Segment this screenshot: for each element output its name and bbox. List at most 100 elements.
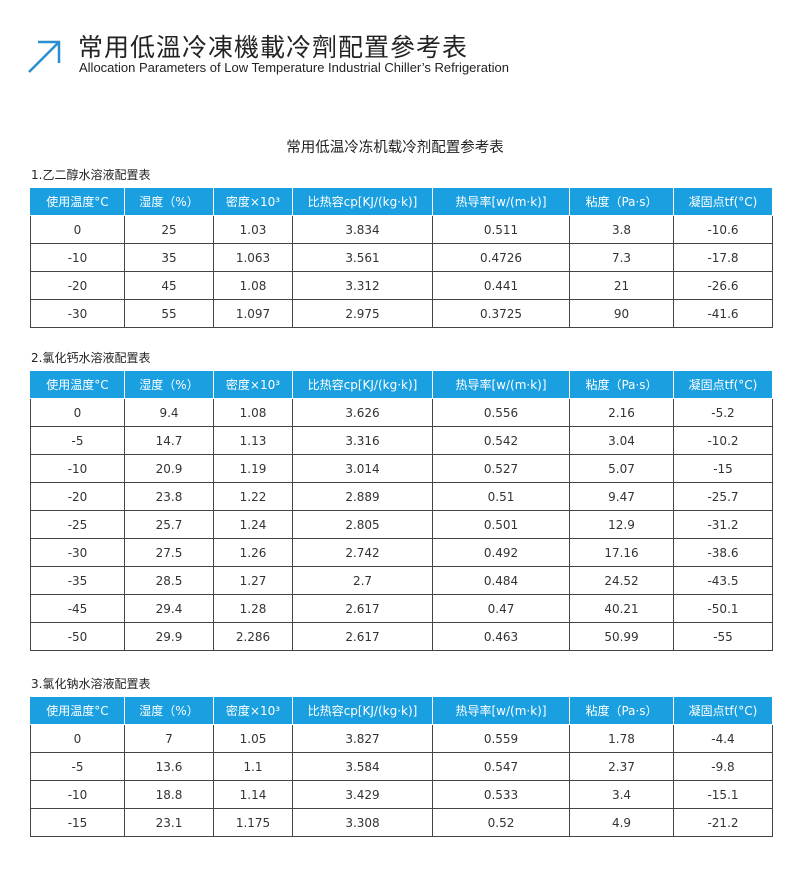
table-row: -20 23.8 1.22 2.889 0.51 9.47 -25.7 [30, 482, 773, 511]
table-cell: -10 [30, 780, 125, 809]
column-header: 比热容cp[KJ/(kg·k)] [292, 370, 433, 399]
table-cell: -31.2 [673, 510, 773, 539]
column-header: 凝固点tf(°C) [673, 187, 773, 216]
table-cell: 2.286 [213, 622, 293, 651]
column-header: 密度×10³ [213, 696, 293, 725]
table-cell: 7 [124, 724, 214, 753]
table-cell: -4.4 [673, 724, 773, 753]
table-row: -5 14.7 1.13 3.316 0.542 3.04 -10.2 [30, 426, 773, 455]
column-header: 湿度（%） [124, 696, 214, 725]
column-header: 使用温度°C [30, 696, 125, 725]
table-cell: 17.16 [569, 538, 674, 567]
column-header: 使用温度°C [30, 370, 125, 399]
table-cell: 24.52 [569, 566, 674, 595]
column-header: 热导率[w/(m·k)] [432, 187, 570, 216]
table-cell: 1.08 [213, 398, 293, 427]
table-header-row: 使用温度°C 湿度（%） 密度×10³ 比热容cp[KJ/(kg·k)] 热导率[w/(… [30, 696, 773, 725]
column-header: 密度×10³ [213, 370, 293, 399]
table-row: -10 18.8 1.14 3.429 0.533 3.4 -15.1 [30, 780, 773, 809]
section-title: 1.乙二醇水溶液配置表 [31, 168, 151, 182]
table-cell: 0.501 [432, 510, 570, 539]
table-cell: 9.4 [124, 398, 214, 427]
table-cell: 9.47 [569, 482, 674, 511]
table-cell: -21.2 [673, 808, 773, 837]
table-cell: -10.2 [673, 426, 773, 455]
table-cell: -15.1 [673, 780, 773, 809]
table-cell: -20 [30, 271, 125, 300]
table-cell: 3.4 [569, 780, 674, 809]
table-cell: 14.7 [124, 426, 214, 455]
table-cell: -26.6 [673, 271, 773, 300]
table-cell: 0 [30, 215, 125, 244]
table-cell: 13.6 [124, 752, 214, 781]
table-cell: 50.99 [569, 622, 674, 651]
table-cell: 18.8 [124, 780, 214, 809]
table-cell: 27.5 [124, 538, 214, 567]
table-cell: -5 [30, 426, 125, 455]
table-cell: 3.626 [292, 398, 433, 427]
column-header: 使用温度°C [30, 187, 125, 216]
table-cell: 21 [569, 271, 674, 300]
table-cell: -43.5 [673, 566, 773, 595]
page-title: 常用低溫冷凍機載冷劑配置參考表 [78, 33, 469, 62]
table-cell: 0 [30, 724, 125, 753]
table-cell: 2.617 [292, 622, 433, 651]
table-cell: 0.542 [432, 426, 570, 455]
table-row: 0 25 1.03 3.834 0.511 3.8 -10.6 [30, 215, 773, 244]
table-cell: 0.3725 [432, 299, 570, 328]
arrow-up-right-icon [28, 40, 61, 73]
table-cell: 0.559 [432, 724, 570, 753]
column-header: 粘度（Pa·s） [569, 187, 674, 216]
table-row: -30 55 1.097 2.975 0.3725 90 -41.6 [30, 299, 773, 328]
column-header: 凝固点tf(°C) [673, 370, 773, 399]
table-cell: 0.51 [432, 482, 570, 511]
table-row: -45 29.4 1.28 2.617 0.47 40.21 -50.1 [30, 594, 773, 623]
table-cell: -10.6 [673, 215, 773, 244]
table-cell: -25.7 [673, 482, 773, 511]
table-cell: 2.742 [292, 538, 433, 567]
table-cell: -45 [30, 594, 125, 623]
data-table: 使用温度°C 湿度（%） 密度×10³ 比热容cp[KJ/(kg·k)] 热导率[w/(… [30, 696, 773, 837]
document-title: 常用低温冷冻机载冷剂配置参考表 [286, 140, 504, 156]
table-cell: -5.2 [673, 398, 773, 427]
table-row: 0 9.4 1.08 3.626 0.556 2.16 -5.2 [30, 398, 773, 427]
table-cell: 0.527 [432, 454, 570, 483]
table-row: -10 35 1.063 3.561 0.4726 7.3 -17.8 [30, 243, 773, 272]
table-cell: -9.8 [673, 752, 773, 781]
table-cell: -5 [30, 752, 125, 781]
table-cell: 0.463 [432, 622, 570, 651]
table-cell: -10 [30, 454, 125, 483]
table-cell: 55 [124, 299, 214, 328]
table-cell: 45 [124, 271, 214, 300]
table-cell: -30 [30, 538, 125, 567]
table-cell: 0.52 [432, 808, 570, 837]
table-cell: 1.24 [213, 510, 293, 539]
table-cell: -10 [30, 243, 125, 272]
table-header-row: 使用温度°C 湿度（%） 密度×10³ 比热容cp[KJ/(kg·k)] 热导率[w/(… [30, 187, 773, 216]
table-cell: 1.1 [213, 752, 293, 781]
table-cell: 1.097 [213, 299, 293, 328]
table-cell: 3.8 [569, 215, 674, 244]
table-cell: 29.4 [124, 594, 214, 623]
section-title: 3.氯化钠水溶液配置表 [31, 677, 151, 691]
table-row: -50 29.9 2.286 2.617 0.463 50.99 -55 [30, 622, 773, 651]
table-row: -20 45 1.08 3.312 0.441 21 -26.6 [30, 271, 773, 300]
table-cell: 25.7 [124, 510, 214, 539]
table-cell: 0.492 [432, 538, 570, 567]
table-cell: 1.28 [213, 594, 293, 623]
table-cell: -15 [673, 454, 773, 483]
table-cell: 2.16 [569, 398, 674, 427]
table-cell: 1.14 [213, 780, 293, 809]
table-cell: 2.805 [292, 510, 433, 539]
table-cell: 0 [30, 398, 125, 427]
table-cell: 3.584 [292, 752, 433, 781]
table-cell: 90 [569, 299, 674, 328]
table-cell: 1.08 [213, 271, 293, 300]
table-cell: 3.312 [292, 271, 433, 300]
table-cell: -38.6 [673, 538, 773, 567]
table-row: -25 25.7 1.24 2.805 0.501 12.9 -31.2 [30, 510, 773, 539]
table-cell: 1.05 [213, 724, 293, 753]
table-cell: -50 [30, 622, 125, 651]
table-cell: 0.47 [432, 594, 570, 623]
table-cell: 2.889 [292, 482, 433, 511]
